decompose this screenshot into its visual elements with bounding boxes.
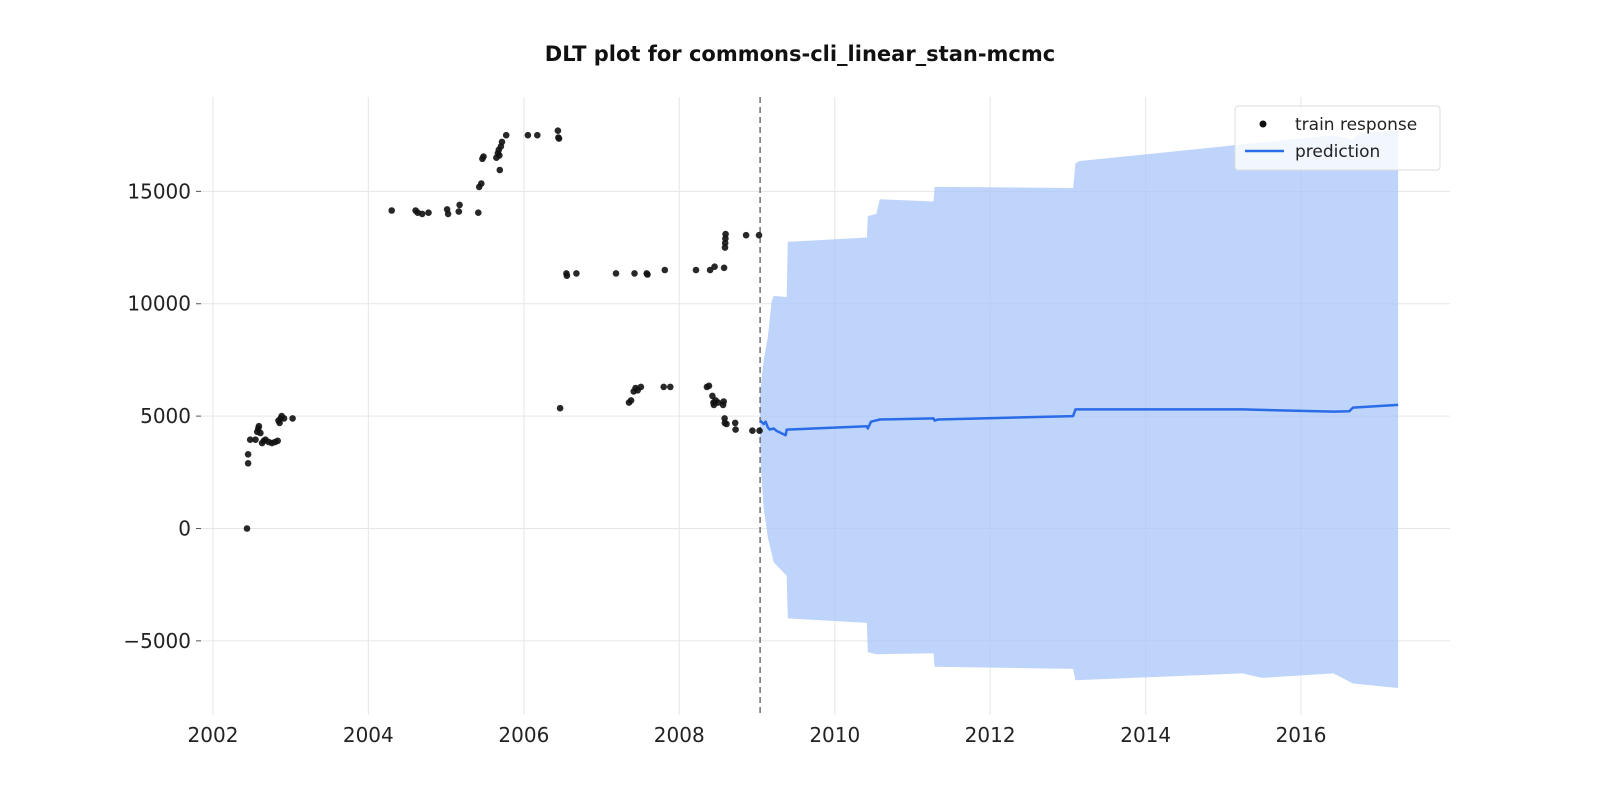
- train-response-point: [644, 271, 651, 278]
- train-response-point: [711, 263, 718, 271]
- train-response-point: [498, 138, 506, 146]
- train-response-point: [742, 231, 750, 239]
- train-response-point: [502, 131, 510, 139]
- train-response-point: [244, 460, 252, 467]
- train-response-point: [705, 382, 713, 390]
- x-tick-label: 2016: [1276, 723, 1327, 747]
- x-tick-label: 2010: [809, 723, 860, 747]
- train-response-point: [455, 208, 463, 215]
- prediction-line: [759, 403, 1399, 437]
- legend-train-marker: [1259, 120, 1267, 128]
- train-response-point: [475, 209, 482, 216]
- train-response-point: [274, 437, 282, 445]
- train-response-point: [244, 451, 252, 458]
- train-response-point: [720, 264, 728, 272]
- x-tick-label: 2014: [1120, 723, 1171, 747]
- train-response-point: [456, 201, 463, 209]
- train-response-point: [257, 429, 264, 437]
- train-response-point: [692, 266, 700, 274]
- train-response-point: [755, 231, 763, 239]
- train-response-point: [661, 266, 669, 274]
- train-response-point: [722, 230, 729, 238]
- train-response-point: [289, 415, 296, 422]
- train-response-point: [255, 422, 263, 430]
- x-tick-label: 2006: [498, 723, 549, 747]
- y-tick-label: 5000: [140, 404, 191, 428]
- train-response-point: [478, 180, 485, 187]
- train-response-point: [388, 207, 396, 214]
- train-response-point: [660, 383, 667, 391]
- train-response-point: [612, 270, 620, 277]
- prediction-line-layer: [759, 403, 1399, 437]
- train-response-point: [554, 127, 562, 134]
- train-response-points: [243, 127, 763, 532]
- x-tick-label: 2002: [188, 723, 239, 747]
- train-response-point: [243, 525, 251, 532]
- axes: 2002 2004 2006 2008 2010 2012 2014 2016 −5000 0 50…: [123, 179, 1326, 747]
- legend-prediction-label: prediction: [1295, 142, 1380, 162]
- train-response-point: [637, 383, 645, 391]
- x-tick-label: 2012: [965, 723, 1016, 747]
- legend-box: [1234, 105, 1441, 171]
- train-response-point: [667, 383, 674, 391]
- train-response-point: [524, 131, 532, 139]
- train-response-point: [246, 436, 254, 444]
- y-tick-label: 15000: [127, 179, 191, 203]
- train-response-point: [627, 397, 635, 404]
- train-response-point: [252, 436, 259, 444]
- train-response-point: [425, 209, 432, 216]
- train-response-point: [563, 272, 571, 280]
- train-response-point: [631, 270, 638, 277]
- y-tick-label: −5000: [123, 629, 191, 653]
- train-response-point: [496, 166, 504, 174]
- train-response-point: [555, 135, 563, 142]
- train-response-point: [756, 427, 763, 435]
- train-response-point: [723, 420, 730, 428]
- x-tick-label: 2004: [343, 723, 394, 747]
- legend: train response prediction: [1234, 105, 1441, 171]
- train-response-point: [720, 398, 727, 405]
- train-response-point: [480, 153, 487, 160]
- train-response-point: [534, 131, 541, 139]
- train-response-point: [280, 415, 288, 422]
- legend-train-label: train response: [1295, 115, 1417, 135]
- y-tick-label: 0: [178, 516, 191, 540]
- train-response-point: [556, 404, 564, 412]
- train-response-point: [749, 427, 756, 435]
- train-response-point: [714, 399, 722, 406]
- train-response-point: [731, 419, 739, 427]
- train-response-point: [573, 270, 580, 277]
- train-response-point: [732, 426, 739, 433]
- train-response-point: [444, 210, 452, 218]
- x-tick-label: 2008: [654, 723, 705, 747]
- train-response-point: [418, 210, 426, 218]
- y-tick-label: 10000: [127, 292, 191, 316]
- train-response-point: [496, 152, 503, 159]
- chart-title: DLT plot for commons-cli_linear_stan-mcm…: [545, 42, 1055, 66]
